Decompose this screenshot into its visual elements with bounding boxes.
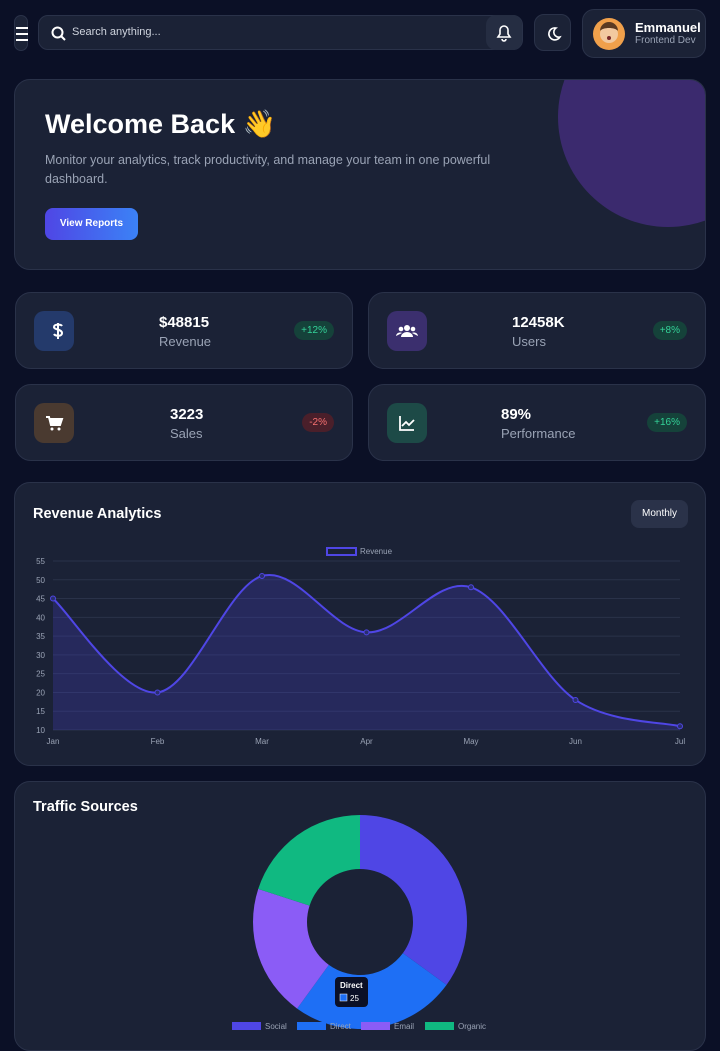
stat-change: +16% xyxy=(647,413,687,432)
revenue-point xyxy=(259,573,265,580)
legend-label: Social xyxy=(265,1022,287,1031)
x-tick-label: Feb xyxy=(151,737,165,746)
revenue-area xyxy=(53,574,680,730)
revenue-point xyxy=(572,696,579,703)
x-tick-label: Mar xyxy=(255,737,269,746)
icon xyxy=(396,325,418,337)
legend-label: Revenue xyxy=(360,547,393,556)
stat-value: 12458K xyxy=(512,314,565,331)
view-reports-button[interactable]: View Reports xyxy=(45,208,138,240)
bell-icon xyxy=(496,25,512,42)
icon xyxy=(399,416,415,431)
stat-icon xyxy=(387,403,427,443)
pie-slice xyxy=(252,888,329,1009)
y-tick-label: 55 xyxy=(36,557,45,566)
legend-swatch xyxy=(326,547,357,556)
user-role: Frontend Dev xyxy=(635,35,696,46)
revenue-title: Revenue Analytics xyxy=(33,506,162,522)
y-tick-label: 35 xyxy=(36,632,45,641)
stat-label: Sales xyxy=(170,426,203,441)
revenue-point xyxy=(154,689,161,696)
user-name: Emmanuel xyxy=(635,20,701,35)
revenue-point xyxy=(363,629,370,636)
stat-card: 12458K Users +8% xyxy=(368,292,706,369)
menu-button[interactable] xyxy=(14,15,28,51)
stat-icon xyxy=(34,403,74,443)
stat-label: Revenue xyxy=(159,334,212,349)
hero-card: Welcome Back 👋 Monitor your analytics, t… xyxy=(14,79,706,270)
avatar xyxy=(593,18,625,50)
y-tick-label: 10 xyxy=(36,726,45,735)
stat-label: Performance xyxy=(501,426,576,441)
stat-card: 3223 Sales -2% xyxy=(15,384,353,461)
stat-card: 89% Performance +16% xyxy=(368,384,706,461)
search-icon xyxy=(51,26,66,41)
stat-change: +8% xyxy=(652,321,687,340)
y-tick-label: 30 xyxy=(36,651,45,660)
icon xyxy=(46,416,64,431)
legend-label: Direct xyxy=(330,1022,352,1031)
stat-value: $48815 xyxy=(159,314,210,331)
legend-swatch xyxy=(232,1022,261,1030)
revenue-point xyxy=(50,595,56,602)
x-tick-label: May xyxy=(463,737,478,746)
moon-icon xyxy=(548,27,562,41)
stat-value: 89% xyxy=(501,406,532,423)
stat-change: +12% xyxy=(294,321,334,340)
tooltip-value: 25 xyxy=(350,994,359,1003)
traffic-title: Traffic Sources xyxy=(33,799,138,815)
revenue-card: Revenue Analytics Monthly xyxy=(14,482,706,766)
hero-title: Welcome Back 👋 xyxy=(45,109,277,139)
menu-icon xyxy=(16,27,28,41)
legend-swatch xyxy=(297,1022,326,1030)
y-tick-label: 45 xyxy=(36,595,45,604)
pie-slice xyxy=(297,953,447,1029)
period-button[interactable]: Monthly xyxy=(631,500,688,528)
search-bar[interactable]: Search anything... xyxy=(38,15,523,50)
x-tick-label: Jul xyxy=(675,737,685,746)
tooltip-swatch xyxy=(339,993,348,1002)
stat-card: $48815 Revenue +12% xyxy=(15,292,353,369)
x-tick-label: Jun xyxy=(569,737,582,746)
legend-swatch xyxy=(425,1022,454,1030)
pie-slice xyxy=(258,815,360,906)
profile[interactable]: Emmanuel Frontend Dev xyxy=(582,9,706,58)
stat-icon xyxy=(387,311,427,351)
y-tick-label: 25 xyxy=(36,670,45,679)
hero-text: Monitor your analytics, track productivi… xyxy=(45,153,491,186)
notification-button[interactable] xyxy=(486,15,522,50)
icon xyxy=(52,323,64,339)
legend-label: Organic xyxy=(458,1022,486,1031)
x-tick-label: Jan xyxy=(47,737,60,746)
y-tick-label: 50 xyxy=(36,576,45,585)
stat-change: -2% xyxy=(302,413,334,432)
revenue-point xyxy=(677,723,683,730)
y-tick-label: 15 xyxy=(36,707,45,716)
stat-value: 3223 xyxy=(170,406,204,423)
x-tick-label: Apr xyxy=(360,737,373,746)
legend-label: Email xyxy=(394,1022,414,1031)
stat-label: Users xyxy=(512,334,546,349)
y-tick-label: 40 xyxy=(36,613,45,622)
tooltip-title: Direct xyxy=(340,981,363,990)
search-placeholder: Search anything... xyxy=(72,26,161,38)
legend-swatch xyxy=(361,1022,390,1030)
revenue-point xyxy=(468,584,474,591)
stat-icon xyxy=(34,311,74,351)
pie-slice xyxy=(360,815,467,985)
y-tick-label: 20 xyxy=(36,688,45,697)
theme-toggle[interactable] xyxy=(534,14,571,51)
